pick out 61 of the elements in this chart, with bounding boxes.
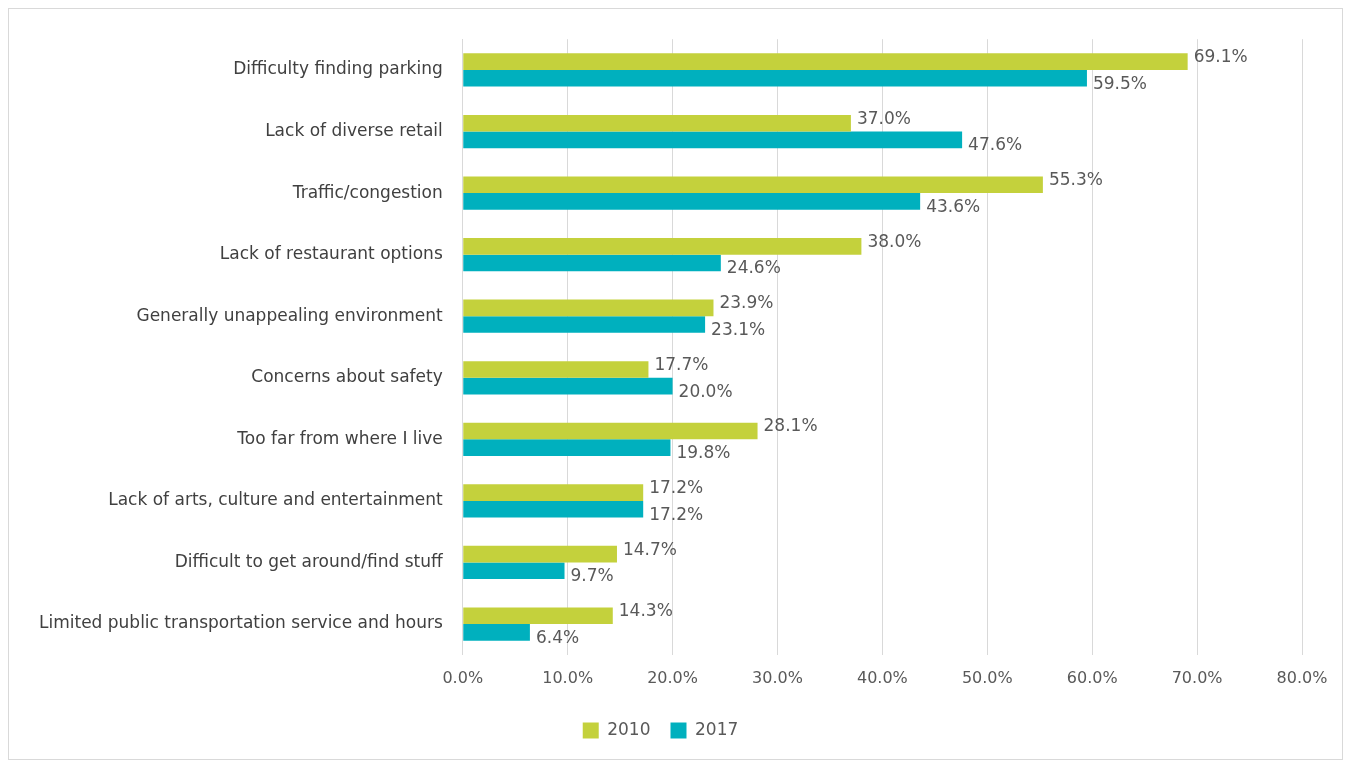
data-label: 20.0% — [678, 380, 733, 401]
bar — [463, 377, 673, 395]
bar — [463, 176, 1043, 194]
x-tick-label: 50.0% — [961, 667, 1013, 687]
bar — [463, 439, 671, 456]
bar — [463, 193, 921, 210]
data-label: 14.7% — [622, 538, 677, 559]
bar — [463, 607, 613, 625]
bar — [463, 53, 1188, 70]
y-tick-label: Traffic/congestion — [291, 181, 443, 202]
x-tick-label: 40.0% — [856, 667, 908, 687]
bar — [463, 484, 644, 501]
data-label: 55.3% — [1048, 169, 1103, 190]
data-label: 17.2% — [649, 503, 704, 524]
data-label: 17.7% — [654, 353, 709, 374]
data-label: 69.1% — [1193, 46, 1248, 67]
y-tick-label: Lack of restaurant options — [219, 243, 443, 264]
x-tick-label: 60.0% — [1066, 667, 1118, 687]
bar — [463, 238, 862, 255]
bar — [463, 299, 714, 317]
bar — [463, 114, 851, 132]
data-label: 19.8% — [676, 442, 731, 463]
y-tick-label: Lack of arts, culture and entertainment — [108, 489, 444, 510]
data-label: 17.2% — [649, 477, 704, 498]
x-tick-label: 0.0% — [442, 667, 484, 687]
bar — [463, 422, 758, 440]
legend-label: 2017 — [695, 718, 739, 739]
bar — [463, 562, 565, 580]
data-label: 38.0% — [867, 230, 922, 251]
x-tick-label: 20.0% — [647, 667, 698, 687]
data-label: 23.1% — [711, 318, 766, 339]
y-tick-label: Lack of diverse retail — [265, 119, 443, 140]
data-label: 6.4% — [535, 626, 580, 647]
data-label: 9.7% — [570, 565, 614, 586]
data-label: 28.1% — [763, 415, 818, 436]
x-tick-label: 10.0% — [542, 667, 594, 687]
bar — [463, 500, 644, 518]
data-label: 47.6% — [968, 134, 1023, 155]
legend-label: 2010 — [607, 718, 651, 739]
bar — [463, 131, 963, 149]
y-tick-label: Concerns about safety — [251, 366, 443, 387]
bar — [463, 316, 706, 333]
y-tick-label: Too far from where I live — [236, 427, 443, 448]
bar — [463, 254, 721, 272]
data-label: 43.6% — [926, 195, 981, 216]
y-tick-label: Limited public transportation service and hours — [38, 612, 443, 633]
bar — [463, 361, 649, 378]
bar — [463, 69, 1087, 87]
data-label: 14.3% — [618, 600, 673, 621]
y-tick-label: Difficulty finding parking — [233, 58, 443, 79]
y-tick-label: Difficult to get around/find stuff — [174, 550, 445, 571]
data-label: 23.9% — [719, 292, 774, 313]
x-tick-label: 80.0% — [1276, 667, 1328, 687]
data-label: 37.0% — [856, 107, 911, 128]
bar — [463, 545, 617, 563]
y-tick-label: Generally unappealing environment — [136, 304, 444, 325]
x-tick-label: 70.0% — [1171, 667, 1223, 687]
x-tick-label: 30.0% — [752, 667, 803, 687]
data-label: 24.6% — [726, 257, 781, 278]
bar — [463, 624, 530, 641]
data-label: 59.5% — [1092, 72, 1147, 93]
